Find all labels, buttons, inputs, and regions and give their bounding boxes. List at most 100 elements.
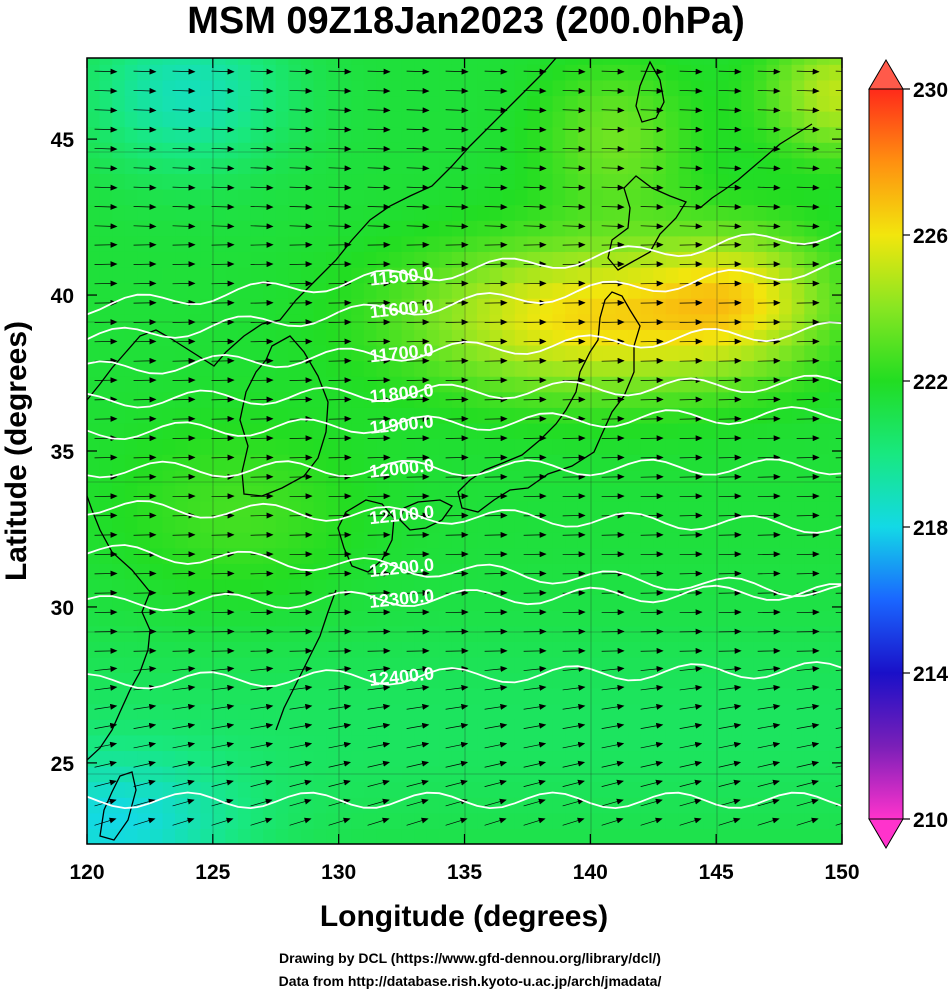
heat-cell xyxy=(753,438,768,455)
heat-cell xyxy=(590,703,604,720)
heat-cell xyxy=(275,173,289,190)
heat-cell xyxy=(716,111,730,128)
heat-cell xyxy=(816,58,831,65)
heat-cell xyxy=(439,79,453,97)
heat-cell xyxy=(565,688,579,705)
heat-cell xyxy=(653,656,667,674)
heat-cell xyxy=(200,251,214,268)
heat-cell xyxy=(552,391,566,408)
heat-cell xyxy=(716,781,730,798)
heat-cell xyxy=(703,719,717,736)
heat-cell xyxy=(640,485,654,502)
heat-cell xyxy=(200,688,214,705)
heat-cell xyxy=(275,204,289,221)
heat-cell xyxy=(326,157,340,175)
heat-cell xyxy=(238,516,252,533)
heat-cell xyxy=(703,391,717,408)
heat-cell xyxy=(741,142,755,159)
heat-cell xyxy=(187,672,201,689)
heat-cell xyxy=(225,64,239,81)
heat-cell xyxy=(791,189,805,206)
heat-cell xyxy=(653,563,667,580)
heat-cell xyxy=(200,641,214,658)
heat-cell xyxy=(87,344,101,362)
heat-cell xyxy=(250,547,264,564)
heat-cell xyxy=(829,95,842,112)
heat-cell xyxy=(300,703,315,720)
heat-cell xyxy=(275,126,289,143)
heat-cell xyxy=(124,485,138,502)
wind-arrow xyxy=(445,817,468,826)
heat-cell xyxy=(212,282,227,299)
wind-arrow xyxy=(484,722,508,729)
heat-cell xyxy=(275,189,289,206)
heat-cell xyxy=(124,828,138,844)
heat-cell xyxy=(225,516,239,533)
heat-cell xyxy=(590,79,604,97)
wind-arrow xyxy=(757,760,781,768)
heat-cell xyxy=(200,142,214,159)
heat-cell xyxy=(389,126,403,143)
heat-cell xyxy=(300,298,315,315)
heat-cell xyxy=(401,828,415,844)
heat-cell xyxy=(363,157,378,175)
heat-cell xyxy=(464,111,478,128)
heat-cell xyxy=(565,235,579,252)
heat-cell xyxy=(175,454,189,471)
heat-cell xyxy=(703,438,717,455)
heat-cell xyxy=(212,485,227,502)
heat-cell xyxy=(590,500,604,518)
heat-cell xyxy=(162,266,176,284)
wind-arrow xyxy=(718,722,742,729)
heat-cell xyxy=(439,516,453,533)
heat-cell xyxy=(816,563,831,580)
heat-cell xyxy=(691,126,705,143)
heat-cell xyxy=(238,266,252,284)
heat-cell xyxy=(829,641,842,658)
wind-arrow xyxy=(328,722,352,729)
heat-cell xyxy=(552,95,566,112)
wind-arrow xyxy=(718,817,741,826)
heat-cell xyxy=(590,547,604,564)
heat-cell xyxy=(728,157,742,175)
wind-arrow xyxy=(679,817,702,826)
heat-cell xyxy=(816,672,831,689)
heat-cell xyxy=(338,641,352,658)
heat-cell xyxy=(99,703,113,720)
wind-arrow xyxy=(211,741,235,749)
heat-cell xyxy=(489,469,503,486)
heat-cell xyxy=(250,344,264,362)
heat-cell xyxy=(464,79,478,97)
heat-cell xyxy=(741,532,755,549)
heat-cell xyxy=(527,204,541,221)
heat-cell xyxy=(351,594,365,611)
heat-cell xyxy=(665,360,680,377)
colorbar-tick-label: 218 xyxy=(913,517,948,540)
heat-cell xyxy=(665,111,680,128)
heat-cell xyxy=(728,469,742,486)
heat-cell xyxy=(502,329,516,346)
heat-cell xyxy=(779,625,793,642)
heat-cell xyxy=(728,828,742,844)
heat-cell xyxy=(590,376,604,393)
heat-cell xyxy=(175,656,189,674)
heat-cell xyxy=(602,95,617,112)
heat-cell xyxy=(804,111,818,128)
heat-cell xyxy=(615,126,629,143)
heat-cell xyxy=(401,485,415,502)
heat-cell xyxy=(565,251,579,268)
heat-cell xyxy=(439,64,453,81)
heat-cell xyxy=(716,734,730,752)
heat-cell xyxy=(703,688,717,705)
heat-cell xyxy=(678,266,692,284)
heat-cell xyxy=(665,610,680,627)
heat-cell xyxy=(99,656,113,674)
heat-cell xyxy=(703,329,717,346)
wind-arrow xyxy=(796,703,820,710)
heat-cell xyxy=(401,298,415,315)
heat-cell xyxy=(665,58,680,65)
heat-cell xyxy=(489,812,503,830)
heat-cell xyxy=(351,344,365,362)
heat-cell xyxy=(540,282,554,299)
heat-cell xyxy=(628,641,642,658)
